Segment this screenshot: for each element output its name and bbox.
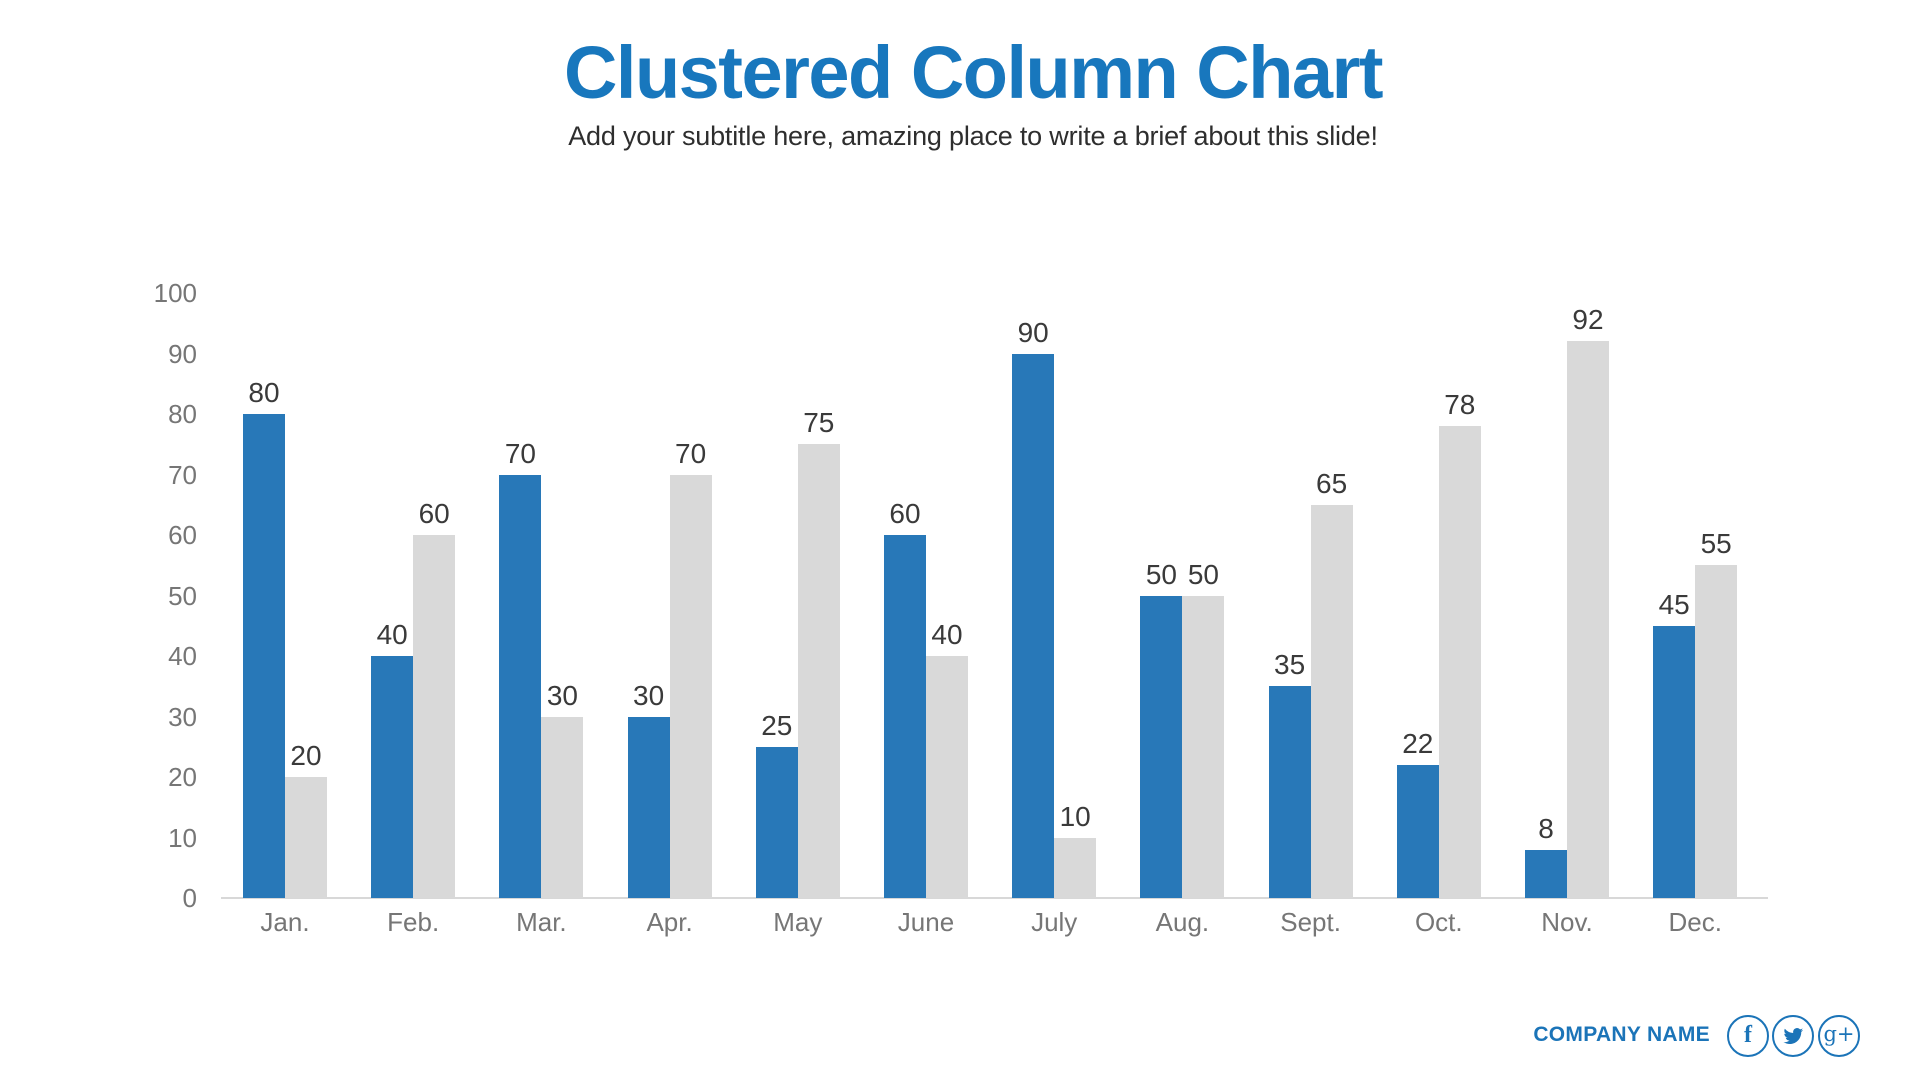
x-tick-oct: Oct. <box>1414 907 1463 937</box>
value-label-dec-blue: 45 <box>1658 588 1690 620</box>
bar-aug-blue <box>1140 595 1183 898</box>
x-tick-jan: Jan. <box>260 907 310 937</box>
x-tick-june: June <box>897 907 955 937</box>
y-tick-70: 70 <box>168 459 197 490</box>
bar-aug-gray <box>1182 595 1225 898</box>
page-title: Clustered Column Chart <box>563 31 1384 114</box>
bar-mar-blue <box>499 474 542 898</box>
x-tick-sept: Sept. <box>1280 907 1341 937</box>
bar-nov-blue <box>1525 849 1567 898</box>
y-tick-100: 100 <box>153 278 197 308</box>
value-label-jan-gray: 20 <box>290 740 322 771</box>
y-tick-0: 0 <box>182 883 197 913</box>
value-label-feb-blue: 40 <box>376 619 408 650</box>
value-label-june-blue: 60 <box>889 498 921 529</box>
bar-feb-gray <box>413 535 456 898</box>
bar-may-blue <box>755 746 798 898</box>
page-subtitle: Add your subtitle here, amazing place to… <box>568 120 1378 151</box>
bar-sept-blue <box>1268 686 1311 898</box>
y-tick-10: 10 <box>168 822 197 853</box>
company-name: COMPANY NAME <box>1533 1023 1710 1046</box>
bar-jan-gray <box>285 777 327 898</box>
googleplus-icon[interactable]: g+ <box>1818 1015 1860 1057</box>
bar-apr-gray <box>669 474 712 898</box>
x-tick-dec: Dec. <box>1668 907 1722 937</box>
value-label-nov-gray: 92 <box>1572 304 1604 336</box>
value-label-jan-blue: 80 <box>248 377 280 408</box>
bar-jan-blue <box>243 414 285 898</box>
x-tick-aug: Aug. <box>1155 907 1210 937</box>
x-tick-july: July <box>1031 907 1078 937</box>
x-tick-apr: Apr. <box>646 907 693 937</box>
value-label-july-blue: 90 <box>1017 316 1049 348</box>
bar-nov-gray <box>1567 341 1609 898</box>
bar-feb-blue <box>371 656 414 898</box>
facebook-f-glyph: f <box>1744 1022 1752 1048</box>
value-label-oct-blue: 22 <box>1402 727 1434 759</box>
value-label-apr-blue: 30 <box>633 679 665 711</box>
bar-july-gray <box>1054 837 1097 898</box>
value-label-july-gray: 10 <box>1059 800 1091 832</box>
value-label-dec-gray: 55 <box>1700 528 1732 560</box>
x-tick-nov: Nov. <box>1541 907 1593 937</box>
value-label-mar-blue: 70 <box>504 437 536 469</box>
value-label-sept-blue: 35 <box>1274 649 1306 681</box>
y-tick-50: 50 <box>168 580 197 611</box>
bar-dec-blue <box>1653 625 1696 898</box>
value-label-aug-blue: 50 <box>1145 558 1177 590</box>
x-tick-feb: Feb. <box>387 907 440 937</box>
y-tick-80: 80 <box>168 399 197 429</box>
y-tick-20: 20 <box>168 762 197 792</box>
bar-oct-gray <box>1438 426 1481 898</box>
bar-july-blue <box>1012 353 1055 898</box>
y-tick-90: 90 <box>168 338 197 369</box>
bar-may-gray <box>797 444 840 898</box>
value-label-nov-blue: 8 <box>1538 812 1554 844</box>
y-tick-30: 30 <box>168 701 197 732</box>
bar-june-blue <box>884 535 926 898</box>
value-label-apr-gray: 70 <box>675 437 707 469</box>
x-axis-line <box>221 897 1768 899</box>
value-label-aug-gray: 50 <box>1187 558 1219 590</box>
googleplus-g-glyph: g+ <box>1823 1021 1855 1046</box>
twitter-bird-glyph <box>1783 1027 1803 1044</box>
value-label-may-gray: 75 <box>803 407 835 439</box>
bar-apr-blue <box>627 716 670 898</box>
x-tick-may: May <box>773 907 823 937</box>
bar-mar-gray <box>541 716 584 898</box>
y-tick-40: 40 <box>168 641 197 671</box>
x-tick-mar: Mar. <box>516 907 567 937</box>
value-label-feb-gray: 60 <box>418 498 450 529</box>
bar-oct-blue <box>1396 764 1439 898</box>
facebook-icon[interactable]: f <box>1727 1015 1769 1057</box>
twitter-icon[interactable] <box>1772 1015 1814 1057</box>
bar-june-gray <box>926 656 968 898</box>
value-label-sept-gray: 65 <box>1316 467 1348 499</box>
bar-dec-gray <box>1695 565 1738 898</box>
value-label-june-gray: 40 <box>931 619 963 650</box>
bar-sept-gray <box>1310 504 1353 898</box>
value-label-oct-gray: 78 <box>1444 389 1476 421</box>
y-tick-60: 60 <box>168 520 197 550</box>
value-label-may-blue: 25 <box>761 709 793 741</box>
header: Clustered Column Chart Add your subtitle… <box>26 0 1920 152</box>
value-label-mar-gray: 30 <box>546 679 578 711</box>
